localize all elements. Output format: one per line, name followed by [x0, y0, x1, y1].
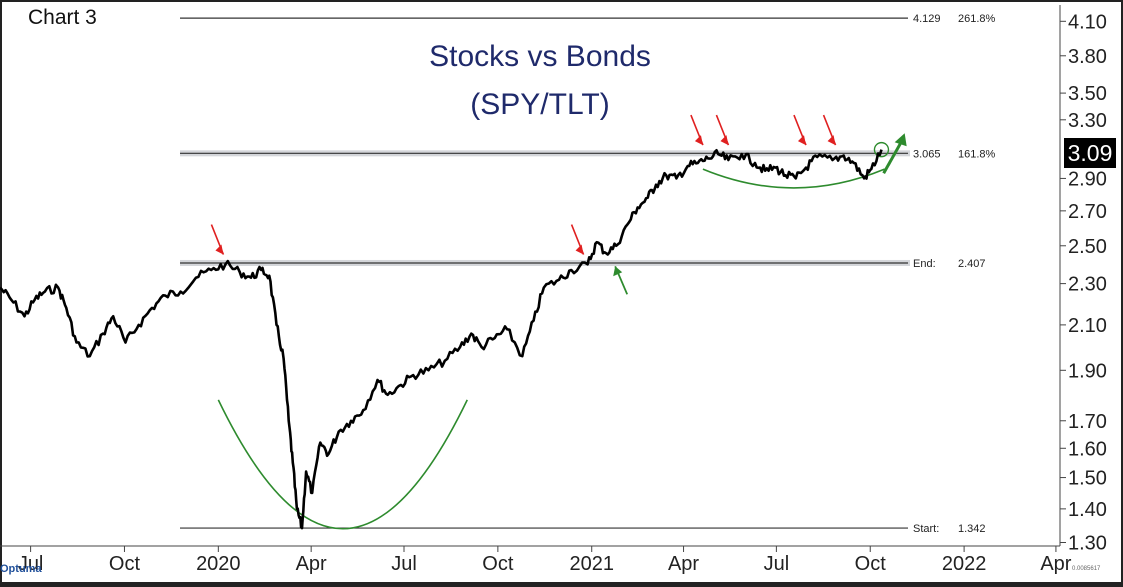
- red-arrow-head-4: [797, 135, 806, 146]
- x-tick-label-10: 2022: [942, 553, 987, 575]
- y-tick-label-12: 1.50: [1068, 468, 1107, 490]
- level-label-3: Start:: [913, 523, 939, 535]
- y-tick-label-5: 2.70: [1068, 201, 1107, 223]
- y-tick-label-1: 3.80: [1068, 46, 1107, 68]
- x-tick-label-1: Oct: [109, 553, 141, 575]
- green-arrow-1: [882, 140, 903, 174]
- level-pct-0: 261.8%: [958, 13, 996, 25]
- red-arrow-head-3: [720, 135, 729, 146]
- level-label-1: 3.065: [913, 148, 941, 160]
- green-arrow-head-0: [613, 266, 623, 277]
- last-value-badge: 3.09: [1064, 138, 1116, 168]
- x-tick-label-11: Apr: [1040, 553, 1071, 575]
- red-arrow-head-2: [694, 135, 703, 146]
- y-tick-label-3: 3.30: [1068, 110, 1107, 132]
- x-tick-label-6: 2021: [569, 553, 614, 575]
- chart-title: Stocks vs Bonds: [429, 40, 651, 73]
- x-tick-label-2: 2020: [196, 553, 241, 575]
- y-tick-label-10: 1.70: [1068, 411, 1107, 433]
- x-tick-label-3: Apr: [296, 553, 327, 575]
- red-arrow-head-1: [575, 244, 584, 255]
- y-tick-label-13: 1.40: [1068, 499, 1107, 521]
- footer-code: 0.0085617: [1072, 566, 1101, 572]
- x-tick-label-9: Oct: [855, 553, 887, 575]
- series-line: [0, 149, 883, 530]
- level-label-0: 4.129: [913, 13, 941, 25]
- x-tick-label-7: Apr: [668, 553, 699, 575]
- circle-marker: [873, 141, 890, 158]
- x-tick-label-5: Oct: [482, 553, 514, 575]
- chart-tag: Chart 3: [28, 6, 97, 29]
- axes: [0, 5, 1061, 547]
- x-tick-label-0: Jul: [18, 553, 44, 575]
- x-tick-label-8: Jul: [764, 553, 790, 575]
- x-tick-label-4: Jul: [391, 553, 417, 575]
- price-series: [0, 149, 883, 530]
- level-pct-3: 1.342: [958, 523, 986, 535]
- brand-logo: Optuma: [0, 563, 42, 575]
- chart-subtitle: (SPY/TLT): [470, 88, 610, 121]
- red-arrow-head-0: [215, 244, 224, 255]
- green-arc-0: [217, 399, 468, 530]
- y-ticks: 4.10 3.80 3.50 3.30 2.90 2.70 2.50 2.30 2.10 1.90…: [1060, 11, 1107, 554]
- y-tick-label-0: 4.10: [1068, 11, 1107, 33]
- y-tick-label-4: 2.90: [1068, 168, 1107, 190]
- y-tick-label-7: 2.30: [1068, 274, 1107, 296]
- level-label-2: End:: [913, 258, 936, 270]
- level-pct-2: 2.407: [958, 258, 986, 270]
- y-tick-label-6: 2.50: [1068, 236, 1107, 258]
- x-ticks: Jul Oct 2020 Apr Jul Oct 2021 Apr Jul Oct 2022 Apr: [18, 546, 1072, 575]
- y-tick-label-11: 1.60: [1068, 438, 1107, 460]
- y-tick-label-9: 1.90: [1068, 360, 1107, 382]
- green-arrow-head-1: [894, 133, 907, 147]
- level-pct-1: 161.8%: [958, 148, 996, 160]
- y-tick-label-14: 1.30: [1068, 532, 1107, 554]
- red-arrow-head-5: [827, 135, 836, 146]
- y-tick-label-8: 2.10: [1068, 315, 1107, 337]
- y-tick-label-2: 3.50: [1068, 83, 1107, 105]
